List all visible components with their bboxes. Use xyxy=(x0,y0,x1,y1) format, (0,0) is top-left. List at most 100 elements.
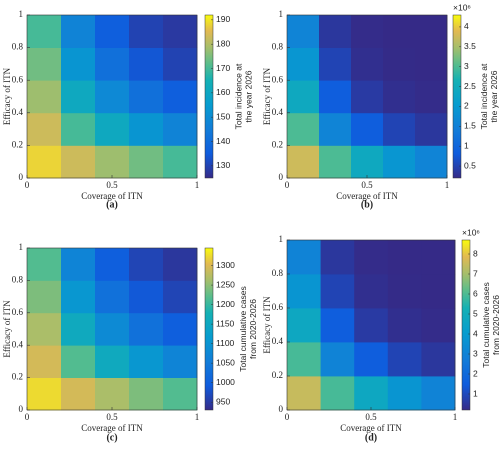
colorbar-tick-label: 3.5 xyxy=(464,41,476,51)
colorbar-label: from 2020-2026 xyxy=(491,295,500,355)
heatmap-cell xyxy=(95,15,130,48)
y-tick-label: 0.8 xyxy=(12,42,24,52)
heatmap-cell xyxy=(383,80,416,114)
heatmap-cell xyxy=(287,240,321,275)
panel-caption: (d) xyxy=(365,432,377,443)
heatmap-cell xyxy=(421,240,456,275)
colorbar-tick-label: 1200 xyxy=(216,299,235,309)
heatmap-cell xyxy=(163,15,198,48)
heatmap-cell xyxy=(320,274,355,309)
x-tick-label: 0 xyxy=(25,180,30,190)
colorbar-tick-label: 2 xyxy=(473,368,478,378)
colorbar-exponent: ×10⁶ xyxy=(453,2,471,12)
heatmap-cell xyxy=(27,280,62,314)
heatmap-cell xyxy=(129,280,164,314)
heatmap-cell xyxy=(163,377,198,411)
x-tick-label: 0.5 xyxy=(106,180,118,190)
y-tick-label: 0.8 xyxy=(272,268,284,278)
panel: 0 0.5 1 0 0.2 0.4 0.6 0.8 1 Coverage of ITN Effica… xyxy=(262,227,500,443)
heatmap-cell xyxy=(95,145,130,179)
panel-caption: (b) xyxy=(361,199,373,210)
heatmap-cell xyxy=(27,145,62,179)
y-tick-label: 0.6 xyxy=(12,74,24,84)
panel-caption: (c) xyxy=(106,432,117,443)
y-tick-label: 0.2 xyxy=(12,139,23,149)
heatmap-cell xyxy=(95,280,130,314)
x-tick-label: 0 xyxy=(285,180,290,190)
heatmap-cell xyxy=(95,80,130,114)
heatmap-cell xyxy=(387,240,422,275)
heatmap-cell xyxy=(129,112,164,146)
heatmap-cell xyxy=(383,47,416,81)
heatmap-cell xyxy=(27,15,62,48)
colorbar-label: Total cumulative cases xyxy=(238,286,248,372)
heatmap-cell xyxy=(319,15,352,48)
heatmap-cell xyxy=(415,80,448,114)
heatmap-cell xyxy=(421,308,456,343)
heatmap-cell xyxy=(287,376,321,411)
colorbar-tick-label: 4 xyxy=(464,21,469,31)
colorbar xyxy=(204,14,214,179)
y-axis-label: Efficacy of ITN xyxy=(262,296,272,354)
colorbar-label: Total cumulative cases xyxy=(481,282,491,368)
heatmap-cell xyxy=(387,274,422,309)
heatmap-cell xyxy=(27,80,62,114)
heatmap-cell xyxy=(320,342,355,377)
heatmap-cell xyxy=(287,112,320,146)
colorbar-tick-label: 3 xyxy=(464,61,469,71)
heatmap-cell xyxy=(61,280,96,314)
y-tick-label: 0 xyxy=(19,172,24,182)
x-tick-label: 1 xyxy=(195,180,200,190)
y-axis-label: Efficacy of ITN xyxy=(262,67,272,125)
colorbar-tick-label: 140 xyxy=(216,136,230,146)
heatmap-cell xyxy=(163,312,198,346)
heatmap-cell xyxy=(319,112,352,146)
heatmap-cell xyxy=(387,342,422,377)
colorbar-label: the year 2026 xyxy=(243,70,253,122)
y-tick-label: 0.2 xyxy=(12,372,23,382)
heatmap-cell xyxy=(27,345,62,378)
colorbar-tick-label: 1150 xyxy=(216,318,235,328)
heatmap-cell xyxy=(61,248,96,281)
heatmap-cell xyxy=(415,145,448,179)
colorbar xyxy=(461,239,471,411)
heatmap-cell xyxy=(421,274,456,309)
y-tick-label: 0.4 xyxy=(12,339,24,349)
heatmap-cell xyxy=(415,112,448,146)
y-tick-label: 0.4 xyxy=(272,336,284,346)
heatmap-cell xyxy=(95,248,130,281)
x-tick-label: 0.5 xyxy=(106,412,118,422)
y-tick-label: 0.8 xyxy=(272,42,284,52)
heatmap-cell xyxy=(61,47,96,81)
x-axis-label: Coverage of ITN xyxy=(340,423,402,433)
y-tick-label: 0.6 xyxy=(12,307,24,317)
heatmap-cell xyxy=(383,145,416,179)
heatmap-cell xyxy=(287,308,321,343)
y-tick-label: 0.6 xyxy=(272,74,284,84)
x-tick-label: 0 xyxy=(285,412,290,422)
panel: 0 0.5 1 0 0.2 0.4 0.6 0.8 1 Coverage of ITN Effica… xyxy=(2,242,258,443)
heatmap-cell xyxy=(61,312,96,346)
x-tick-label: 1 xyxy=(445,180,450,190)
heatmap-cell xyxy=(351,15,384,48)
heatmap-cell xyxy=(129,80,164,114)
heatmap-cell xyxy=(320,376,355,411)
heatmap-cell xyxy=(129,377,164,411)
heatmap-cell xyxy=(163,345,198,378)
colorbar-tick-label: 0.5 xyxy=(464,160,476,170)
heatmap-cell xyxy=(320,308,355,343)
y-tick-label: 0.2 xyxy=(272,139,283,149)
y-axis-label: Efficacy of ITN xyxy=(2,300,12,358)
panel: 0 0.5 1 0 0.2 0.4 0.6 0.8 1 Coverage of ITN Effica… xyxy=(2,9,253,210)
heatmap-cell xyxy=(27,312,62,346)
heatmap-cell xyxy=(129,15,164,48)
heatmap-cell xyxy=(163,47,198,81)
heatmap-cell xyxy=(27,47,62,81)
colorbar-tick-label: 160 xyxy=(216,87,230,97)
colorbar-tick-label: 170 xyxy=(216,63,230,73)
heatmap-cell xyxy=(27,377,62,411)
heatmap-cell xyxy=(287,47,320,81)
x-tick-label: 0 xyxy=(25,412,30,422)
colorbar-tick-label: 1100 xyxy=(216,338,235,348)
heatmap-cell xyxy=(354,376,389,411)
